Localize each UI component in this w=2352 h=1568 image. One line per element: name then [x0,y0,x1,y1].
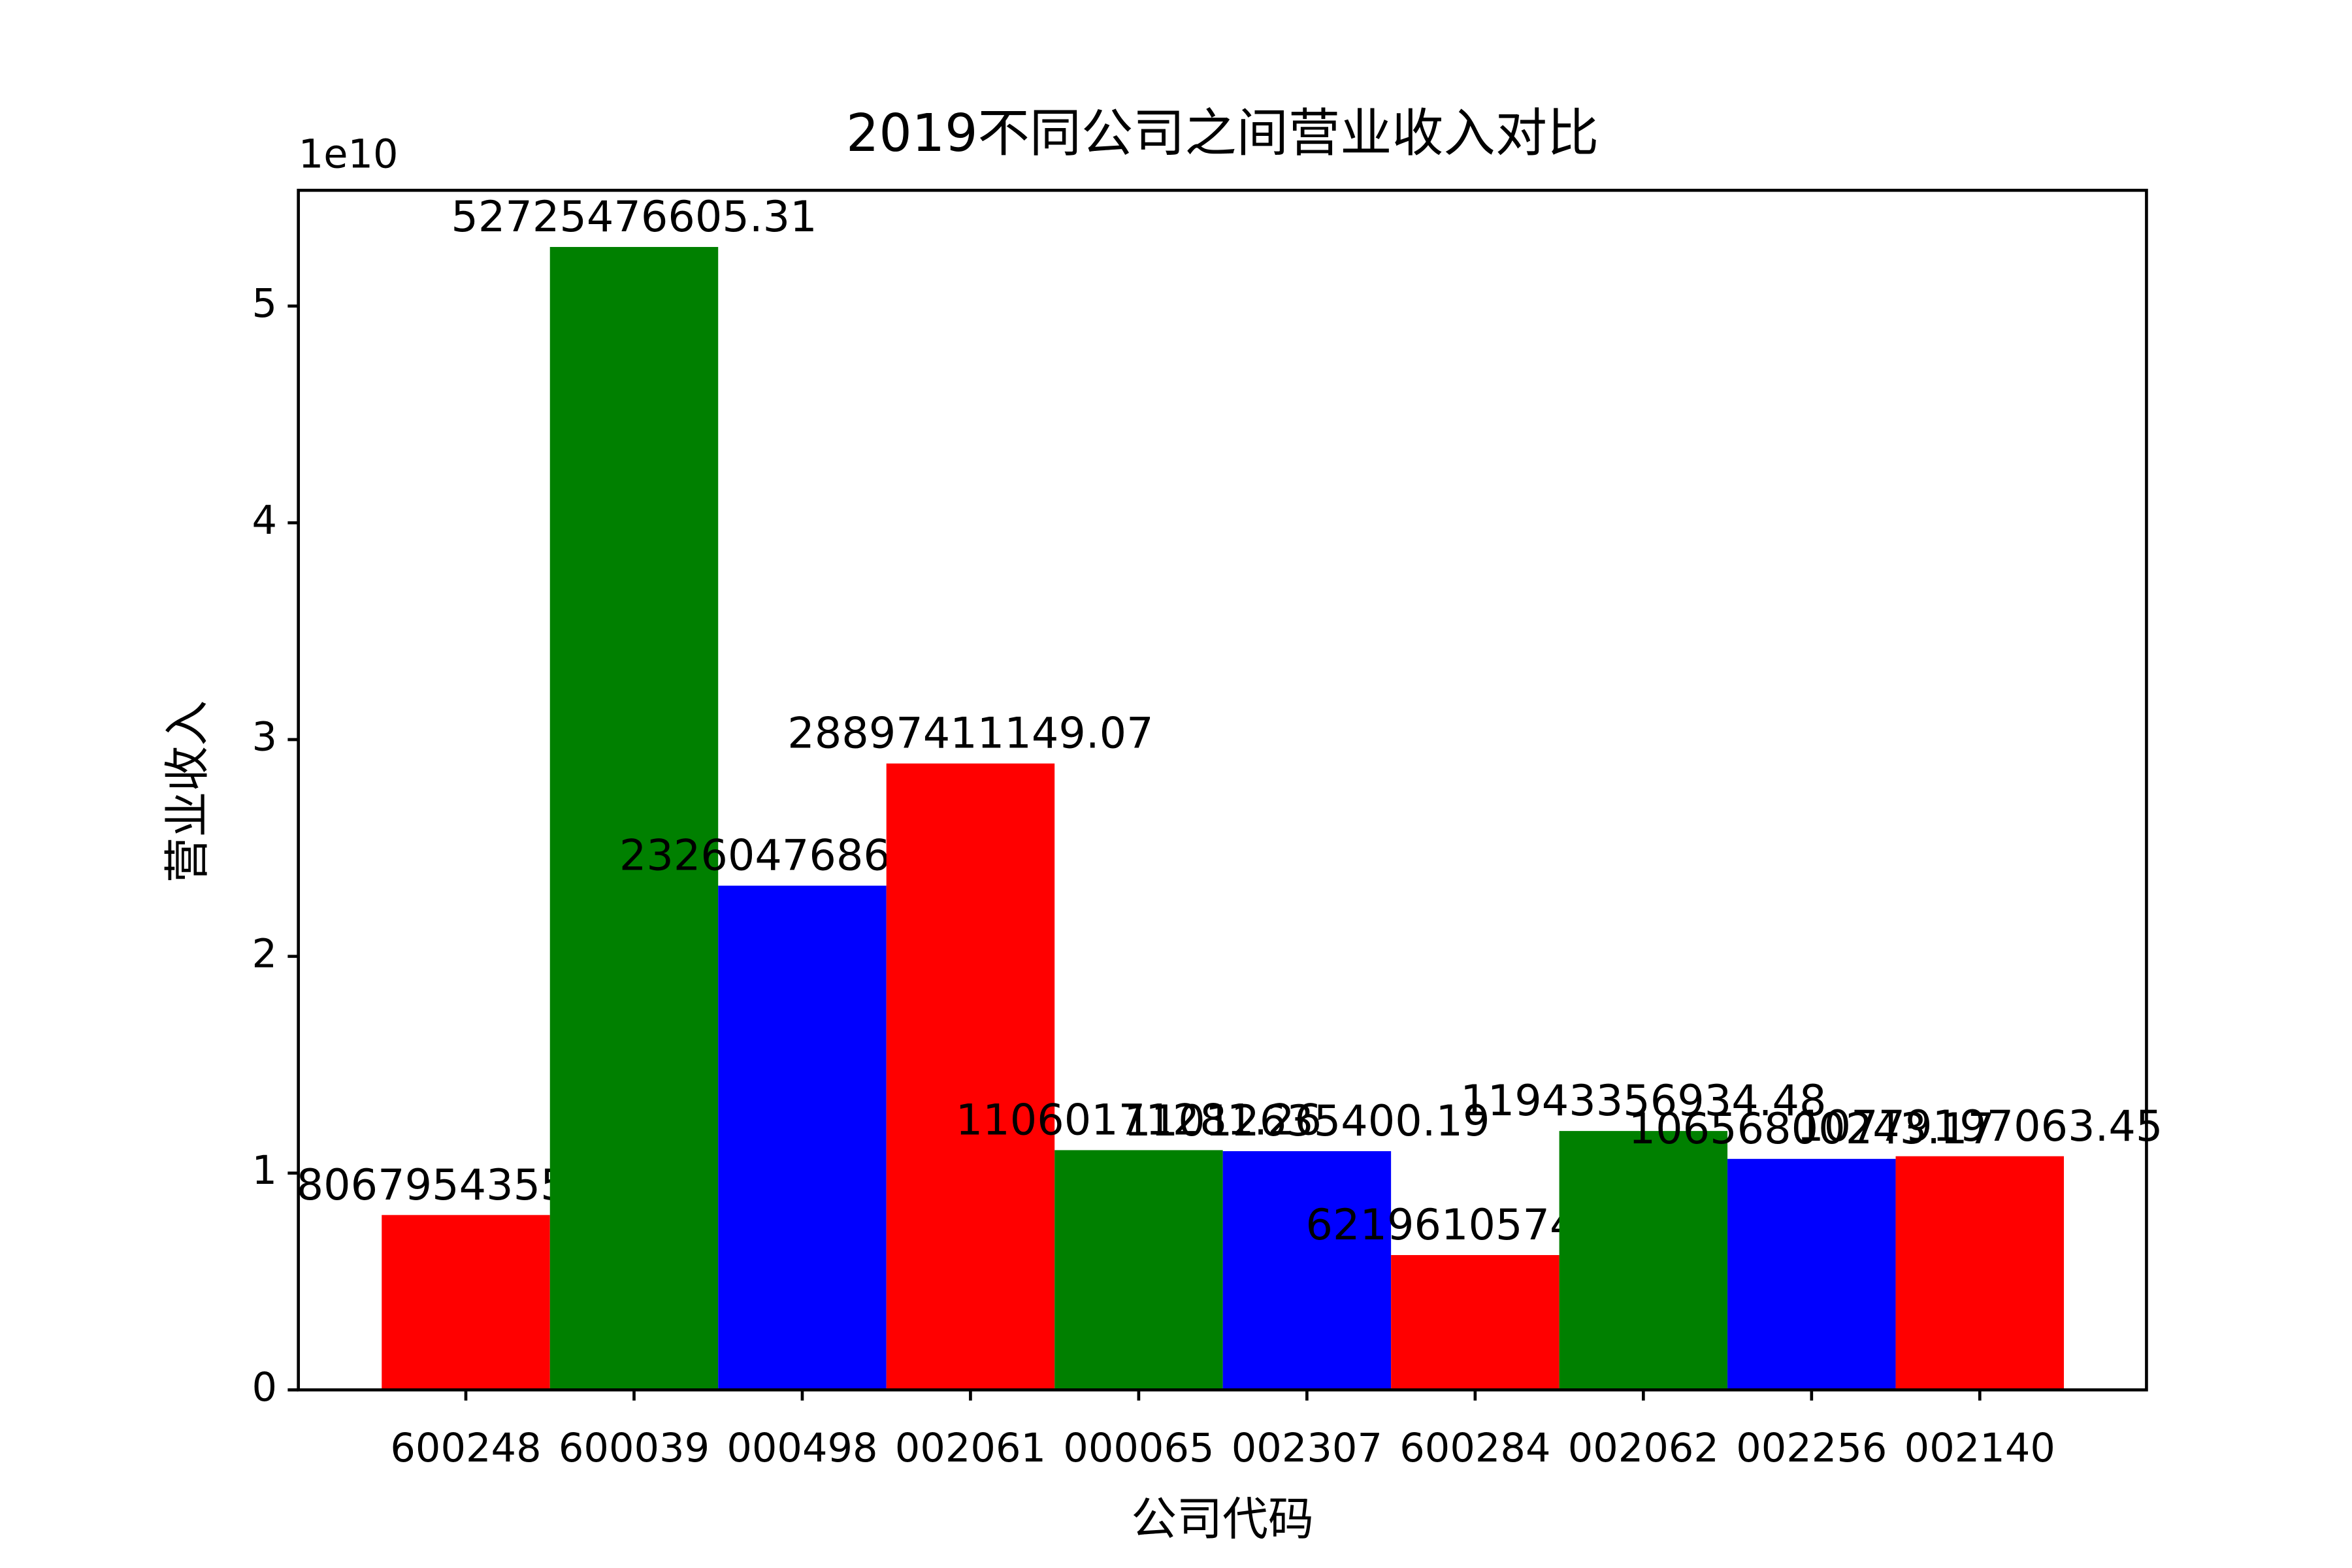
x-tick-label: 002062 [1568,1426,1719,1471]
bar [1391,1255,1560,1390]
x-tick-label: 600039 [559,1426,710,1471]
bar [886,763,1055,1390]
x-tick-label: 600284 [1399,1426,1550,1471]
y-tick-label: 3 [252,715,278,760]
x-tick-label: 002256 [1736,1426,1887,1471]
bar [1727,1158,1896,1390]
x-tick-label: 000498 [727,1426,877,1471]
bar [549,247,719,1390]
value-label: 11060171281.26 [956,1096,1322,1145]
y-tick-label: 0 [252,1365,278,1411]
plot-area: 0123456002488067954355.12600039527254766… [252,192,2163,1471]
x-tick-label: 000065 [1063,1426,1214,1471]
value-label: 11943356934.48 [1460,1076,1826,1126]
bar [1222,1151,1392,1390]
bar [1895,1156,2065,1390]
value-label: 10656800243.17 [1629,1104,1995,1154]
y-tick-label: 1 [252,1148,278,1194]
bar [718,885,887,1390]
y-axis-label: 营业收入 [161,700,214,883]
x-tick-label: 002061 [895,1426,1046,1471]
axes-frame [297,188,2148,1392]
bar [1054,1150,1223,1390]
x-tick-label: 002307 [1232,1426,1382,1471]
value-label: 28897411149.07 [787,709,1153,759]
x-tick-label: 002140 [1904,1426,2055,1471]
value-label: 52725476605.31 [451,192,817,242]
y-tick-label: 4 [252,498,278,544]
value-label: 11012635400.19 [1124,1096,1490,1146]
bar [1559,1131,1728,1390]
x-tick-label: 600248 [390,1426,541,1471]
x-axis-label: 公司代码 [1131,1493,1314,1546]
bar [382,1215,550,1390]
value-label: 10779197063.45 [1797,1102,2163,1151]
y-tick-label: 2 [252,931,278,977]
y-tick-label: 5 [252,281,278,327]
chart-title: 2019不同公司之间营业收入对比 [846,103,1599,163]
y-offset-label: 1e10 [299,132,399,178]
